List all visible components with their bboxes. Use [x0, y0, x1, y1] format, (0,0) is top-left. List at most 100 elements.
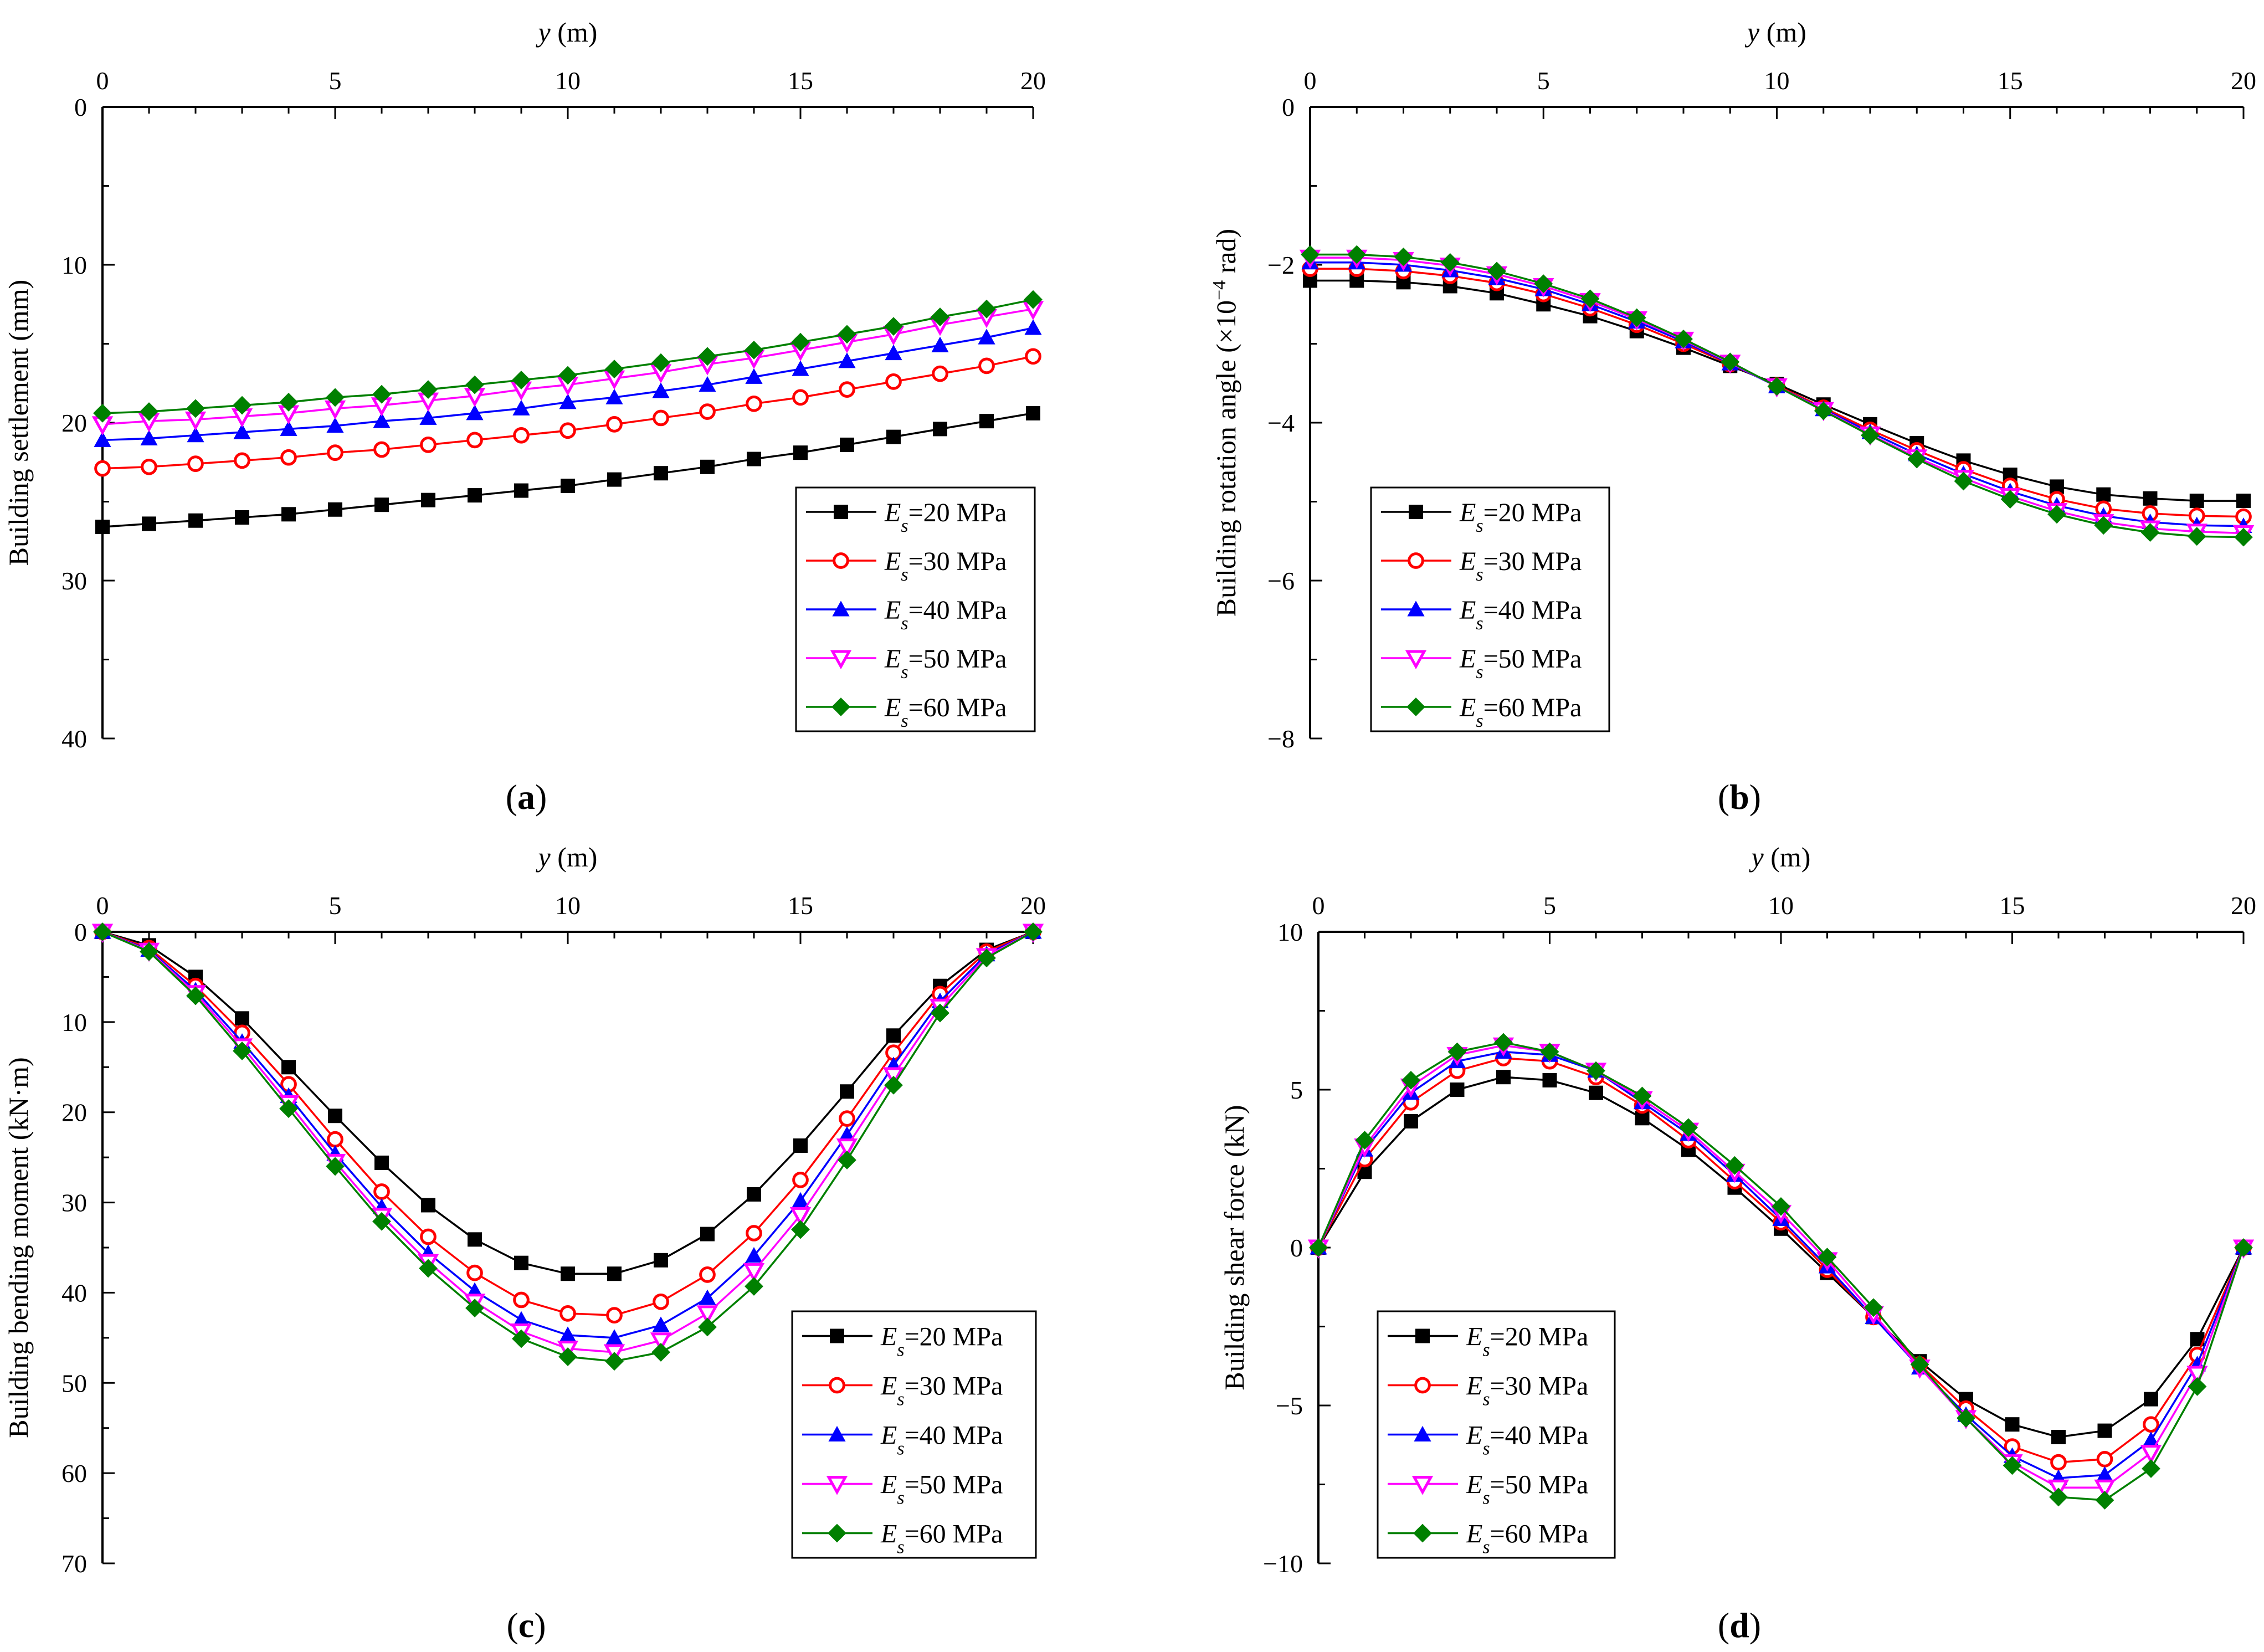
- y-tick-label: 40: [61, 1279, 87, 1307]
- legend-label-var: E: [1459, 644, 1476, 674]
- legend-label-value: =50 MPa: [1483, 644, 1582, 674]
- x-tick-label: 0: [1312, 891, 1325, 920]
- x-axis-title-unit: (m): [551, 17, 598, 48]
- legend-label: Es=50 MPa: [1466, 1470, 1588, 1509]
- data-point: [1725, 1156, 1744, 1175]
- data-point: [653, 1293, 669, 1310]
- y-tick-label: 0: [1282, 93, 1295, 121]
- panel-caption: (c): [506, 1605, 546, 1645]
- data-point: [233, 423, 251, 439]
- y-tick-label: 40: [61, 725, 87, 753]
- x-tick-label: 0: [96, 891, 109, 920]
- y-tick-label: −5: [1276, 1392, 1303, 1420]
- series-es-60-mpa: [1301, 245, 2253, 547]
- data-point: [793, 1138, 808, 1153]
- data-point: [95, 520, 110, 535]
- data-point: [513, 427, 530, 444]
- legend-label-subscript: s: [901, 662, 908, 683]
- legend-label: Es=60 MPa: [1466, 1520, 1588, 1558]
- data-point: [886, 429, 901, 444]
- legend-label-var: E: [880, 1470, 897, 1500]
- data-point: [792, 1172, 809, 1188]
- data-point: [884, 1075, 903, 1095]
- legend-label-value: =60 MPa: [905, 1520, 1003, 1549]
- legend-label-subscript: s: [1476, 711, 1483, 731]
- y-tick-label: 0: [1290, 1234, 1303, 1262]
- data-point: [606, 416, 623, 433]
- data-point: [1721, 352, 1740, 372]
- data-point: [607, 472, 622, 487]
- y-axis-title-main: Building rotation angle (×10: [1210, 300, 1241, 617]
- data-point: [2003, 1456, 2022, 1475]
- x-tick-label: 5: [1543, 891, 1556, 920]
- legend-label-value: =30 MPa: [1483, 547, 1582, 576]
- data-point: [791, 332, 810, 352]
- legend-entry: Es=50 MPa: [1381, 644, 1582, 683]
- x-axis-title-var: y: [1744, 17, 1760, 48]
- y-tick-label: 20: [61, 409, 87, 437]
- data-point: [140, 402, 158, 421]
- data-point: [2050, 1454, 2067, 1471]
- data-point: [700, 1227, 715, 1241]
- legend-label-var: E: [1466, 1470, 1482, 1500]
- legend-marker: [833, 552, 849, 569]
- legend-entry: Es=40 MPa: [1388, 1421, 1588, 1459]
- legend-label: Es=60 MPa: [884, 693, 1007, 731]
- data-point: [2144, 1392, 2158, 1407]
- series-es-20-mpa: [95, 925, 1040, 1281]
- legend-label-subscript: s: [1482, 1389, 1490, 1409]
- data-point: [235, 510, 249, 525]
- x-tick-label: 10: [1764, 66, 1790, 95]
- data-point: [1534, 274, 1553, 294]
- data-point: [652, 1316, 670, 1332]
- data-point: [745, 341, 763, 360]
- data-point: [652, 382, 670, 398]
- data-point: [468, 488, 482, 503]
- data-point: [2094, 1479, 2116, 1499]
- data-point: [186, 986, 205, 1005]
- data-point: [2097, 1423, 2112, 1438]
- data-point: [838, 1126, 856, 1142]
- data-point: [421, 1198, 435, 1213]
- x-tick-label: 10: [555, 66, 581, 95]
- legend-label-subscript: s: [1476, 565, 1483, 585]
- legend-label: Es=30 MPa: [884, 547, 1007, 585]
- legend-label-subscript: s: [1476, 662, 1483, 683]
- legend-label-value: =40 MPa: [1483, 596, 1582, 625]
- series-es-60-mpa: [1309, 1033, 2253, 1510]
- data-point: [186, 399, 205, 418]
- data-point: [746, 1225, 762, 1241]
- data-point: [465, 375, 484, 394]
- data-point: [700, 459, 715, 474]
- y-axis-title: Building bending moment (kN·m): [3, 1057, 34, 1438]
- data-point: [605, 388, 623, 404]
- legend-marker: [831, 697, 850, 716]
- data-point: [1589, 1085, 1603, 1100]
- data-point: [514, 1255, 528, 1270]
- legend-label-value: =60 MPa: [908, 693, 1007, 722]
- data-point: [747, 1187, 761, 1202]
- y-tick-label: −6: [1267, 567, 1295, 595]
- data-point: [1394, 247, 1413, 266]
- y-tick-label: 0: [74, 93, 87, 121]
- data-point: [513, 1291, 530, 1309]
- data-point: [140, 429, 158, 445]
- data-point: [559, 1305, 576, 1322]
- data-point: [1447, 1042, 1467, 1061]
- data-point: [421, 492, 435, 507]
- data-point: [373, 412, 391, 428]
- y-axis-title: Building shear force (kN): [1219, 1105, 1250, 1390]
- data-point: [978, 329, 995, 345]
- caption-paren-close: ): [1749, 1605, 1761, 1645]
- y-tick-label: 10: [61, 1008, 87, 1037]
- data-point: [235, 1011, 249, 1026]
- legend-entry: Es=40 MPa: [806, 596, 1007, 634]
- data-point: [1957, 1408, 1975, 1428]
- legend-label: Es=50 MPa: [880, 1470, 1003, 1509]
- legend-label-var: E: [1466, 1421, 1482, 1450]
- legend-marker: [832, 601, 850, 617]
- legend-label-subscript: s: [901, 613, 908, 634]
